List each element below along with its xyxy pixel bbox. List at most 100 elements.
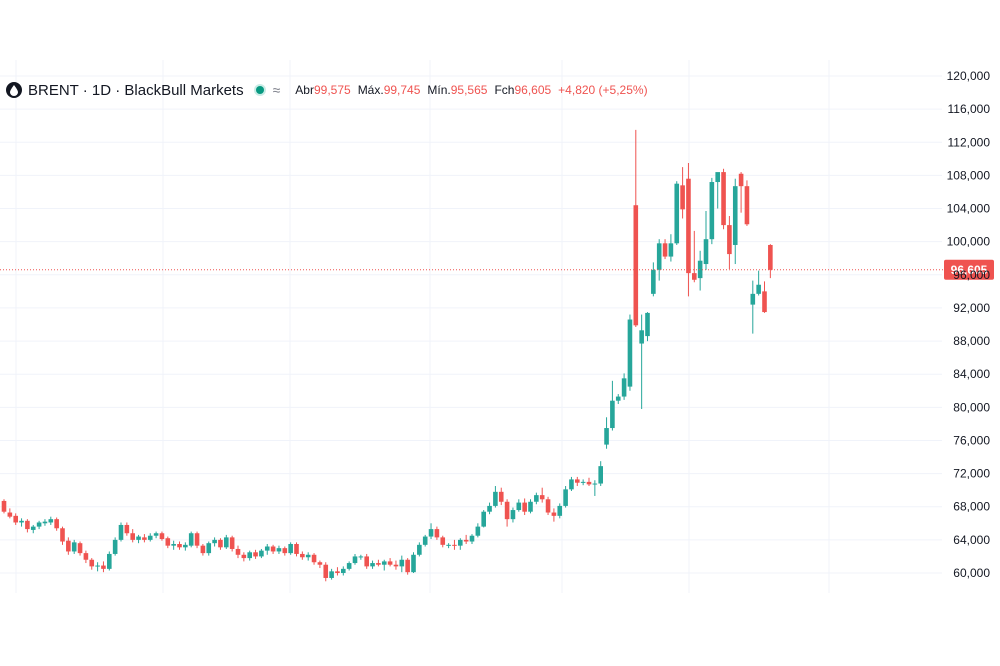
candle: [329, 568, 334, 580]
candle: [510, 507, 516, 523]
candle-body: [586, 481, 592, 485]
candle: [545, 496, 551, 516]
candle-body: [452, 544, 457, 546]
candle-body: [463, 539, 469, 542]
candle-body: [95, 565, 100, 567]
candle: [112, 537, 118, 556]
candle: [19, 518, 24, 527]
candle-body: [30, 526, 36, 530]
candle: [668, 234, 674, 262]
candle-body: [276, 548, 282, 552]
candle: [487, 502, 492, 515]
candle: [586, 477, 592, 487]
candle: [692, 230, 697, 283]
candle: [756, 270, 761, 296]
candle-body: [744, 186, 750, 225]
candle: [317, 560, 323, 569]
candle: [452, 539, 457, 550]
candle: [294, 542, 299, 557]
candle: [481, 510, 486, 528]
candle-body: [341, 568, 346, 573]
candle: [1, 499, 7, 514]
candle: [405, 558, 410, 575]
candle-body: [534, 495, 539, 502]
candle-body: [112, 539, 118, 554]
candle: [381, 559, 387, 571]
candle-body: [709, 182, 715, 240]
symbol-title[interactable]: BRENT · 1D · BlackBull Markets: [28, 81, 244, 99]
candle: [77, 541, 83, 556]
candle-body: [19, 520, 24, 523]
candle: [42, 519, 48, 526]
candle: [498, 487, 504, 506]
candle-body: [639, 330, 644, 344]
candle-body: [352, 556, 358, 564]
candle: [417, 542, 422, 557]
candle: [264, 544, 270, 555]
candle: [522, 498, 527, 516]
candle: [13, 513, 18, 525]
candle: [598, 461, 603, 487]
price-tag[interactable]: [944, 259, 994, 280]
candle: [241, 552, 247, 562]
candle: [434, 526, 440, 540]
candle-body: [323, 564, 329, 578]
candle: [101, 561, 106, 573]
candle: [48, 516, 54, 525]
candle-body: [107, 553, 112, 569]
candle-body: [575, 479, 580, 483]
candle-body: [335, 571, 340, 573]
candle: [393, 560, 399, 570]
approx-icon[interactable]: ≈: [272, 82, 281, 98]
candle-body: [692, 273, 697, 280]
candle-body: [557, 505, 563, 516]
y-tick-label: 112,000: [948, 135, 991, 149]
candle: [159, 531, 165, 541]
candle-body: [493, 491, 498, 506]
candle: [124, 522, 130, 536]
candle: [206, 541, 212, 556]
candle-body: [487, 505, 492, 512]
candle-body: [264, 546, 270, 551]
candle: [732, 178, 738, 265]
candle: [645, 312, 650, 342]
candle: [229, 535, 235, 552]
candle: [615, 394, 621, 405]
candle: [463, 534, 469, 545]
candle: [66, 537, 71, 555]
candle-body: [551, 512, 557, 516]
y-tick-label: 68,000: [953, 500, 990, 514]
candle: [534, 492, 539, 505]
candle: [703, 211, 709, 270]
candle-body: [598, 466, 603, 484]
candle: [282, 546, 288, 556]
candle-body: [89, 559, 95, 567]
candle-body: [674, 183, 680, 244]
candle: [136, 534, 141, 544]
candle-body: [229, 537, 235, 549]
candle: [370, 560, 375, 569]
market-open-dot-icon[interactable]: [255, 86, 264, 94]
candle-body: [651, 269, 656, 294]
price-axis[interactable]: 60,000 64,000 68,000 72,000 76,000 80,000 84,0…: [947, 69, 991, 580]
candle-body: [101, 565, 106, 569]
candle: [580, 479, 586, 486]
candle: [288, 542, 293, 555]
oil-drop-icon[interactable]: [6, 82, 22, 98]
candle: [188, 531, 194, 548]
y-tick-label: 96,000: [953, 268, 990, 282]
candle-body: [563, 489, 568, 506]
candle-body: [147, 535, 153, 540]
candle-body: [253, 552, 258, 557]
candle-body: [124, 524, 130, 534]
candle-body: [422, 536, 428, 545]
candle-body: [738, 173, 744, 187]
chart-legend: BRENT · 1D · BlackBull Markets ≈ Abr 99,…: [6, 79, 655, 101]
candle: [200, 544, 206, 556]
candle: [469, 534, 475, 545]
candle: [54, 517, 59, 531]
candle-body: [54, 519, 59, 529]
candle: [71, 539, 77, 554]
candle: [750, 280, 756, 334]
